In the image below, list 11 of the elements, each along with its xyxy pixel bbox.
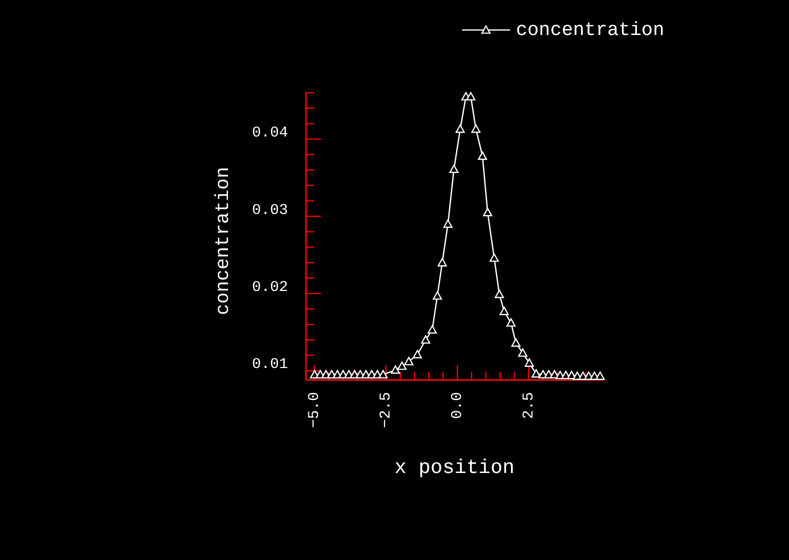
x-tick-label: −5.0 [306, 392, 324, 428]
x-axis-title: x position [394, 457, 515, 480]
x-tick-label: 2.5 [520, 392, 538, 420]
legend-label: concentration [516, 19, 664, 41]
y-tick-label: 0.03 [252, 202, 288, 219]
y-axis-title: concentration [212, 166, 234, 316]
y-tick-label: 0.02 [252, 279, 288, 296]
x-tick-label: −2.5 [377, 392, 394, 428]
x-tick-label: 0.0 [448, 392, 466, 420]
y-tick-label: 0.04 [252, 124, 288, 142]
y-tick-label: 0.01 [252, 356, 288, 374]
